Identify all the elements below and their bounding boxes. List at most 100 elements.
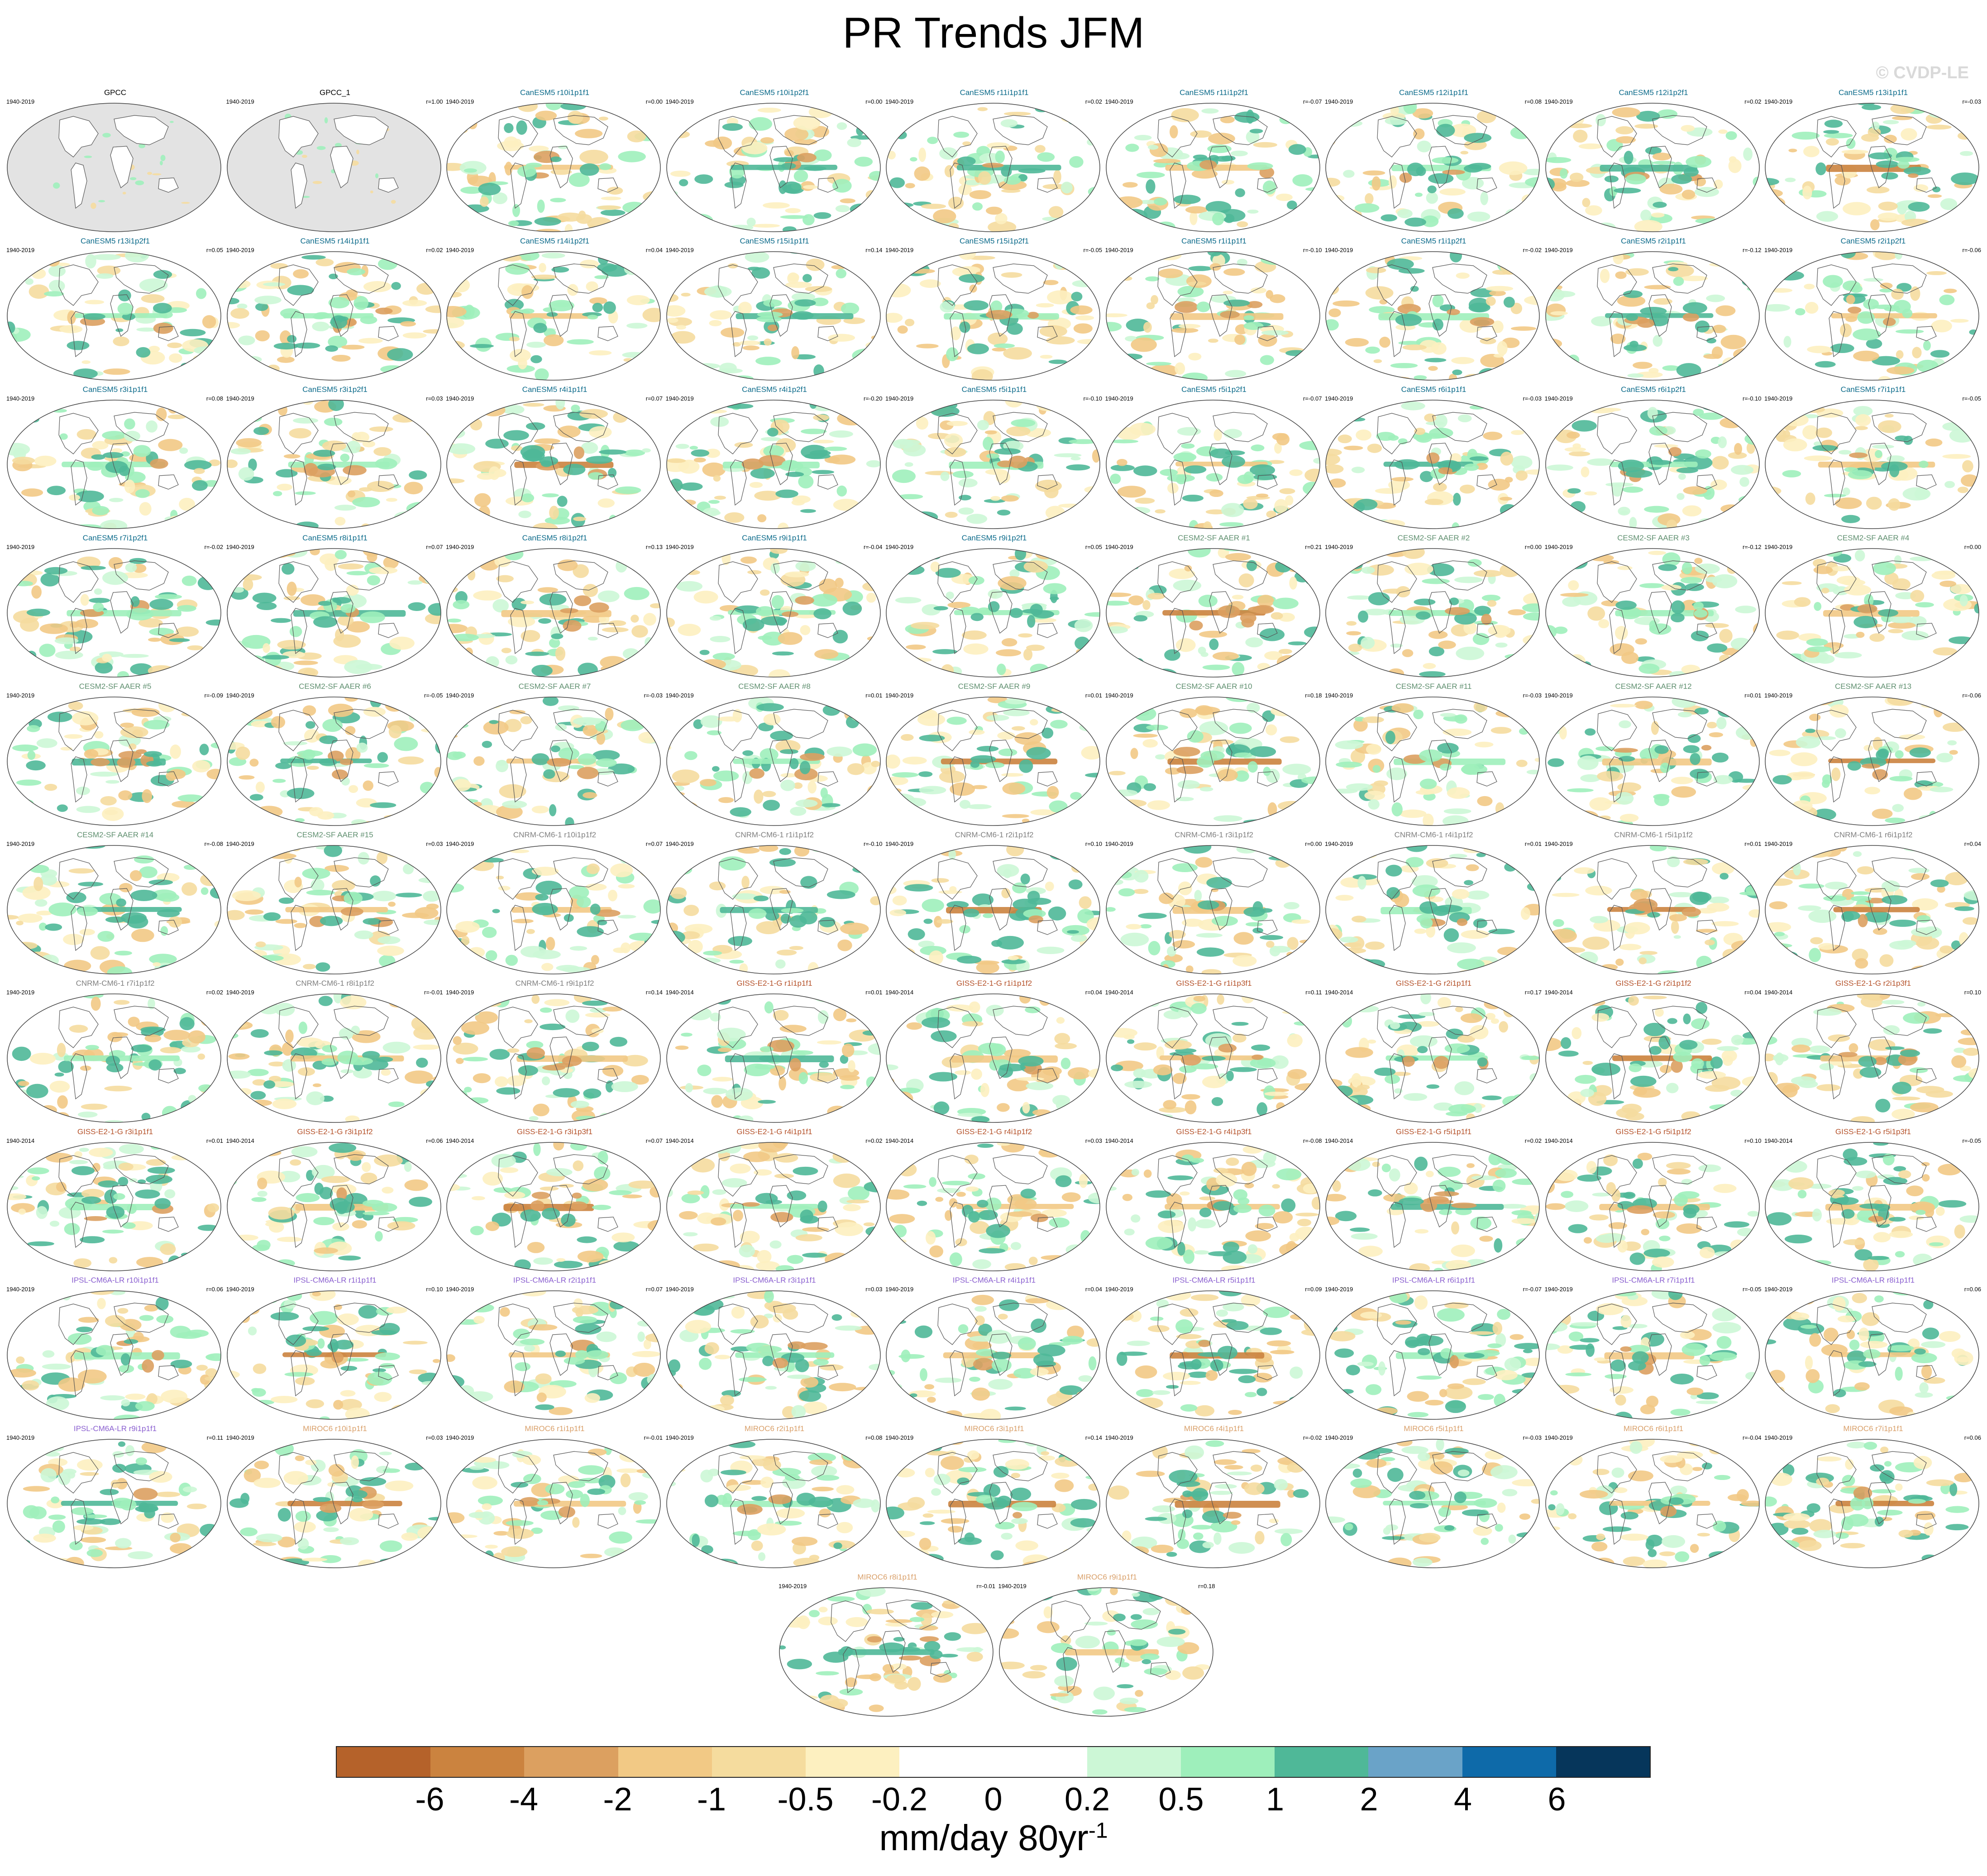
trend-blob <box>1970 866 1979 871</box>
trend-blob <box>205 619 221 626</box>
trend-blob <box>331 769 348 780</box>
trend-blob <box>1897 940 1916 947</box>
trend-blob <box>667 458 686 463</box>
trend-blob <box>1166 946 1176 957</box>
trend-blob <box>861 213 869 228</box>
trend-blob <box>978 171 991 185</box>
trend-blob <box>452 364 468 379</box>
trend-blob <box>1881 172 1898 180</box>
trend-blob <box>1842 487 1850 496</box>
trend-blob <box>779 848 791 855</box>
panel-title: CanESM5 r6i1p1f1 <box>1401 385 1466 394</box>
trend-blob <box>1878 609 1898 617</box>
coastline <box>114 857 169 888</box>
coastline <box>330 146 353 188</box>
trend-blob <box>289 626 302 637</box>
coastline <box>1868 146 1891 188</box>
trend-blob <box>1079 896 1092 909</box>
trend-blob <box>139 866 158 878</box>
trend-blob <box>492 103 506 111</box>
trend-blob <box>694 174 713 184</box>
trend-blob <box>583 792 597 799</box>
coastline <box>597 326 618 341</box>
globe-outline <box>886 251 1100 381</box>
coastline <box>1652 709 1707 739</box>
coastline <box>597 920 618 935</box>
trend-blob <box>1052 402 1079 408</box>
globe-outline <box>1325 548 1540 678</box>
trend-blob <box>642 402 651 416</box>
trend-blob <box>1913 184 1929 192</box>
trend-blob <box>1349 847 1375 859</box>
trend-blob <box>85 254 96 269</box>
trend-blob <box>124 418 135 430</box>
map-globe <box>7 103 221 232</box>
trend-blob <box>148 879 173 885</box>
trend-blob <box>1002 782 1026 795</box>
trend-blob <box>1355 203 1380 213</box>
trend-blob <box>363 780 373 791</box>
trend-blob <box>480 196 489 207</box>
coastline <box>290 311 307 358</box>
trend-blob <box>17 799 34 807</box>
trend-blob <box>667 413 684 424</box>
trend-blob <box>1776 270 1804 281</box>
trend-blob <box>1286 200 1297 210</box>
trend-blob <box>1930 879 1949 888</box>
trend-blob <box>577 767 599 779</box>
trend-blob <box>1489 290 1506 296</box>
trend-blob <box>1362 170 1385 176</box>
trend-blob <box>1428 173 1454 184</box>
trend-blob <box>1691 630 1709 642</box>
trend-blob <box>709 636 731 643</box>
trend-blob <box>1677 711 1692 717</box>
trend-blob <box>1106 723 1113 733</box>
trend-blob <box>916 344 939 348</box>
trend-blob <box>922 898 944 912</box>
panel-years: 1940-2019 <box>226 395 254 402</box>
trend-blob <box>534 438 560 444</box>
trend-blob <box>85 1045 99 1050</box>
trend-blob <box>301 255 326 260</box>
trend-blob <box>1689 891 1709 905</box>
trend-blob <box>1212 652 1239 661</box>
trend-blob <box>67 340 90 350</box>
trend-blob <box>1464 463 1479 471</box>
trend-blob <box>1627 373 1643 378</box>
panel-correlation: r=0.00 <box>1305 840 1322 847</box>
trend-blob <box>1534 758 1539 762</box>
trend-blob <box>748 117 772 131</box>
trend-blob <box>1932 186 1941 192</box>
trend-blob <box>867 549 880 556</box>
trend-blob <box>1199 721 1228 735</box>
trend-blob <box>1683 859 1708 865</box>
trend-blob <box>370 191 373 194</box>
trend-blob <box>1213 815 1242 822</box>
trend-blob <box>36 738 57 748</box>
trend-blob <box>1442 169 1465 175</box>
trend-blob <box>1150 295 1158 305</box>
trend-blob <box>967 343 989 354</box>
trend-blob <box>688 940 703 954</box>
trend-blob <box>729 959 744 964</box>
map-globe <box>226 845 441 974</box>
trend-blob <box>1399 809 1427 818</box>
trend-blob <box>1887 622 1916 629</box>
trend-blob <box>1711 921 1739 926</box>
coastline <box>1696 771 1717 787</box>
trend-blob <box>1236 221 1248 228</box>
trend-blob <box>1046 786 1059 799</box>
trend-blob <box>1470 288 1496 297</box>
trend-blob <box>1285 495 1293 506</box>
trend-blob <box>1390 363 1418 368</box>
trend-blob <box>1368 592 1390 606</box>
trend-blob <box>1326 453 1340 465</box>
trend-blob <box>832 179 852 193</box>
trend-blob <box>854 845 865 857</box>
trend-blob <box>1123 963 1134 974</box>
map-globe <box>886 251 1100 381</box>
trend-blob <box>1372 765 1381 773</box>
coastline <box>1596 710 1637 751</box>
trend-blob <box>1598 619 1609 629</box>
globe-outline <box>1765 845 1979 974</box>
